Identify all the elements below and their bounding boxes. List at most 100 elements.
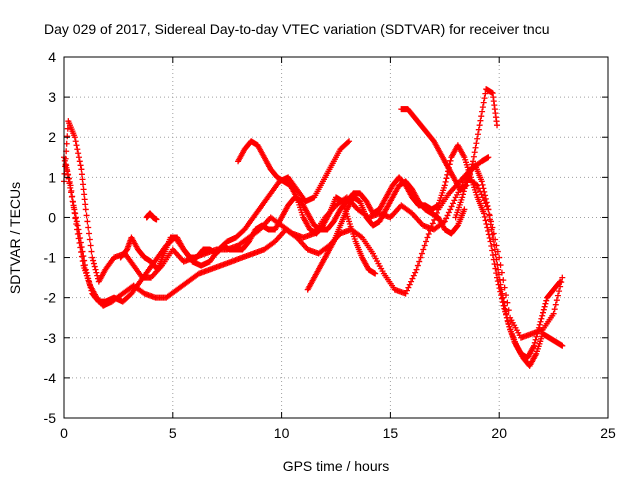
- data-point: [425, 230, 432, 237]
- data-point: [537, 318, 544, 325]
- data-point: [63, 166, 70, 173]
- data-point: [481, 213, 488, 220]
- data-point: [464, 176, 471, 183]
- data-point: [487, 221, 494, 228]
- data-series: [235, 138, 379, 277]
- data-point: [500, 294, 507, 301]
- data-series: [117, 142, 566, 369]
- data-point: [449, 200, 456, 207]
- data-point: [463, 179, 470, 186]
- data-point: [486, 216, 493, 223]
- y-tick-label: 3: [48, 89, 56, 105]
- data-point: [554, 292, 561, 299]
- data-point: [73, 142, 80, 149]
- data-point: [431, 216, 438, 223]
- y-tick-label: -1: [44, 250, 57, 266]
- data-point: [78, 244, 85, 251]
- y-tick-label: 4: [48, 49, 56, 65]
- data-point: [405, 284, 412, 291]
- data-point: [502, 306, 509, 313]
- data-point: [485, 227, 492, 234]
- x-tick-label: 5: [169, 425, 177, 441]
- data-point: [442, 178, 449, 185]
- y-tick-label: 2: [48, 129, 56, 145]
- data-point: [79, 248, 86, 255]
- data-point: [559, 342, 566, 349]
- data-point: [474, 131, 481, 138]
- data-point: [531, 342, 538, 349]
- data-point: [486, 211, 493, 218]
- data-point: [470, 153, 477, 160]
- y-tick-label: 1: [48, 169, 56, 185]
- data-point: [535, 327, 542, 334]
- data-point: [470, 158, 477, 165]
- data-point: [78, 166, 85, 173]
- data-point: [559, 274, 566, 281]
- data-point: [86, 230, 93, 237]
- y-tick-label: -4: [44, 370, 57, 386]
- data-point: [482, 195, 489, 202]
- data-point: [412, 269, 419, 276]
- data-point: [73, 218, 80, 225]
- data-point: [471, 149, 478, 156]
- data-point: [454, 223, 461, 230]
- data-point: [492, 265, 499, 272]
- data-point: [542, 300, 549, 307]
- data-point: [461, 206, 468, 213]
- data-point: [533, 333, 540, 340]
- x-axis-label: GPS time / hours: [283, 458, 390, 474]
- data-point: [90, 257, 97, 264]
- data-point: [472, 144, 479, 151]
- data-point: [80, 186, 87, 193]
- chart-title: Day 029 of 2017, Sidereal Day-to-day VTE…: [44, 21, 550, 37]
- data-point: [490, 236, 497, 243]
- data-point: [81, 191, 88, 198]
- data-point: [64, 171, 71, 178]
- data-point: [484, 224, 491, 231]
- plot-frame: [63, 56, 609, 419]
- data-point: [403, 287, 410, 294]
- data-point: [429, 220, 436, 227]
- data-point: [71, 206, 78, 213]
- data-point: [477, 117, 484, 124]
- data-point: [408, 278, 415, 285]
- data-point: [498, 295, 505, 302]
- y-tick-label: -2: [44, 290, 57, 306]
- x-tick-label: 0: [60, 425, 68, 441]
- data-point: [70, 202, 77, 209]
- data-point: [89, 254, 96, 261]
- data-point: [445, 209, 452, 216]
- data-point: [482, 217, 489, 224]
- data-point: [535, 324, 542, 331]
- y-axis-label: SDTVAR / TECUs: [7, 182, 23, 294]
- data-point: [90, 260, 97, 267]
- data-point: [82, 206, 89, 213]
- data-point: [480, 185, 487, 192]
- data-point: [86, 278, 93, 285]
- data-point: [474, 135, 481, 142]
- data-point: [75, 150, 82, 157]
- data-point: [476, 122, 483, 129]
- data-point: [485, 206, 492, 213]
- data-point: [483, 199, 490, 206]
- data-point: [410, 272, 417, 279]
- data-point: [447, 206, 454, 213]
- data-point: [85, 275, 92, 282]
- data-point: [346, 138, 353, 145]
- data-point: [84, 218, 91, 225]
- data-point: [488, 226, 495, 233]
- data-point: [83, 212, 90, 219]
- data-point: [443, 175, 450, 182]
- data-series: [452, 162, 564, 361]
- x-tick-label: 20: [491, 425, 507, 441]
- data-point: [76, 230, 83, 237]
- data-point: [448, 203, 455, 210]
- data-point: [556, 279, 563, 286]
- data-point: [418, 250, 425, 257]
- y-axis: 4 3 2 1 0 -1 -2 -3 -4 -5: [44, 49, 608, 426]
- data-point: [493, 256, 500, 263]
- data-point: [68, 193, 75, 200]
- data-point: [501, 302, 508, 309]
- data-point: [64, 133, 71, 140]
- data-point: [71, 134, 78, 141]
